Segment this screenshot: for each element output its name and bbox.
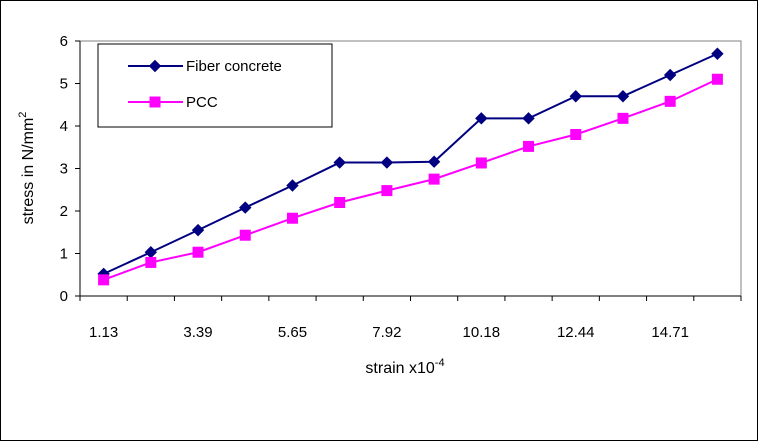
diamond-marker	[711, 47, 724, 60]
square-marker	[570, 129, 582, 140]
x-tick-label: 7.92	[372, 324, 401, 341]
diamond-marker	[286, 179, 299, 192]
square-marker	[428, 173, 440, 185]
diamond-marker	[475, 112, 488, 125]
axes: 0 1 2 3 4 5 6 1.13 3.39 5.65 7.92 10.18 12.44 14.71	[60, 33, 742, 341]
square-marker	[475, 157, 487, 169]
diamond-marker	[569, 90, 582, 103]
series-line	[103, 78, 718, 281]
diamond-marker	[239, 201, 252, 214]
x-tick-label: 3.39	[183, 324, 212, 341]
x-tick-label: 5.65	[278, 324, 307, 341]
diamond-marker	[427, 155, 441, 168]
diamond-marker	[616, 90, 630, 103]
legend-box	[97, 43, 333, 128]
square-marker	[149, 96, 161, 108]
diamond-marker	[333, 156, 346, 169]
diamond-marker	[191, 223, 205, 237]
square-marker	[711, 73, 723, 85]
legend-label: Fiber concrete	[186, 58, 282, 75]
square-marker	[617, 112, 629, 124]
legend: Fiber concrete PCC	[97, 43, 333, 128]
square-marker	[664, 95, 676, 107]
x-axis-label: strain x10-4	[365, 357, 444, 377]
y-tick-label: 1	[60, 246, 68, 263]
x-tick-label: 14.71	[651, 324, 689, 341]
square-marker	[239, 229, 251, 241]
x-tick-label: 1.13	[89, 324, 118, 341]
square-marker	[523, 140, 535, 152]
y-tick-label: 2	[60, 203, 68, 220]
y-tick-label: 3	[60, 161, 68, 178]
x-tick-label: 10.18	[463, 324, 501, 341]
diamond-marker	[380, 156, 394, 169]
y-tick-label: 0	[60, 288, 68, 305]
square-marker	[286, 212, 298, 224]
square-marker	[192, 246, 204, 258]
x-tick-label: 12.44	[557, 324, 595, 341]
square-marker	[145, 256, 157, 268]
y-axis-label: stress in N/mm2	[17, 112, 37, 225]
diamond-marker	[144, 246, 158, 259]
y-tick-label: 6	[60, 33, 68, 50]
y-tick-label: 4	[60, 118, 68, 135]
y-tick-label: 5	[60, 76, 68, 93]
diamond-marker	[663, 68, 677, 82]
series-line	[103, 52, 718, 275]
legend-label: PCC	[186, 94, 218, 111]
diamond-marker	[148, 59, 162, 73]
square-marker	[334, 197, 346, 208]
series-layer	[97, 47, 724, 286]
square-marker	[381, 185, 393, 197]
square-marker	[98, 274, 110, 286]
series-pcc	[98, 73, 723, 286]
diamond-marker	[522, 112, 535, 125]
